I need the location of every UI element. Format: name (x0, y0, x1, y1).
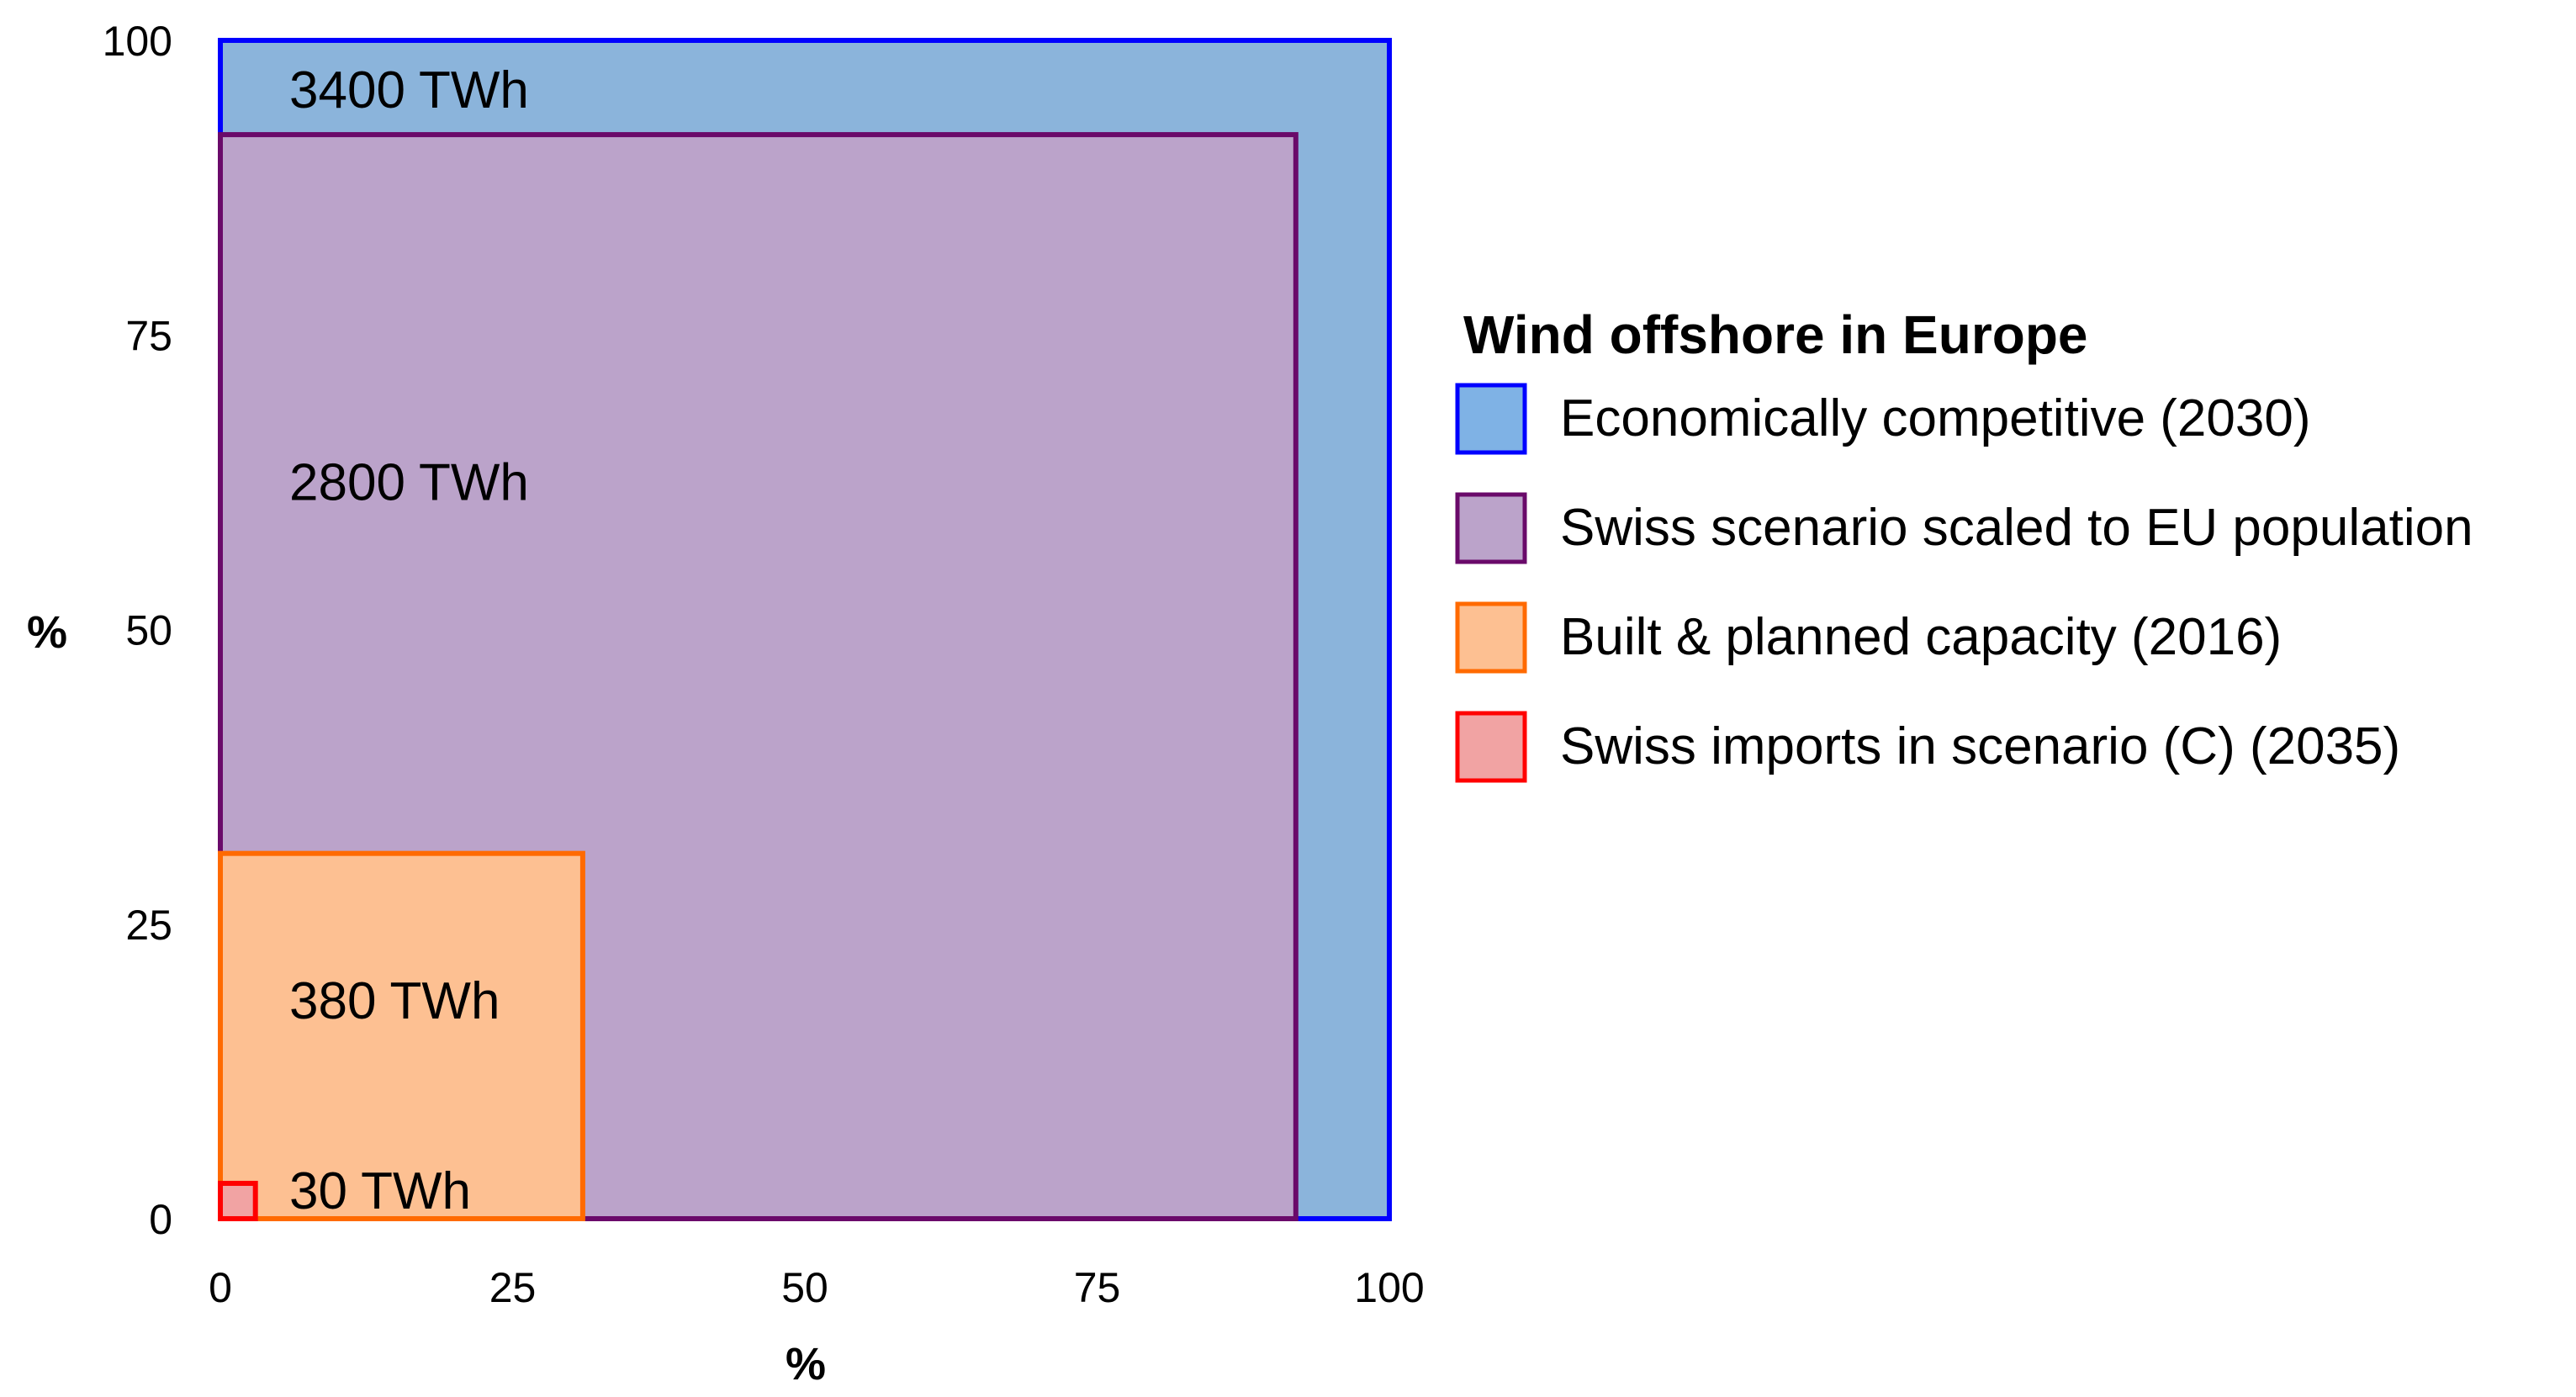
x-tick-label: 75 (1074, 1264, 1121, 1311)
y-axis-ticks: 0 25 50 75 100 (103, 18, 172, 1243)
legend-items: Economically competitive (2030) Swiss sce… (1455, 383, 2473, 783)
x-axis-ticks: 0 25 50 75 100 (209, 1264, 1425, 1311)
legend-swatch (1455, 711, 1527, 783)
y-tick-label: 75 (125, 312, 172, 359)
area-3 (218, 850, 585, 1221)
y-tick-label: 50 (125, 607, 172, 654)
legend-swatch (1455, 601, 1527, 674)
y-tick-label: 25 (125, 902, 172, 949)
x-tick-label: 100 (1354, 1264, 1424, 1311)
area-value-label: 30 TWh (289, 1162, 471, 1220)
x-tick-label: 25 (489, 1264, 537, 1311)
x-axis-label: % (785, 1339, 826, 1389)
legend-swatch (1455, 492, 1527, 564)
legend-item-label: Economically competitive (2030) (1560, 389, 2311, 447)
x-tick-label: 50 (781, 1264, 828, 1311)
area-value-label: 380 TWh (289, 972, 500, 1030)
area-4 (218, 1180, 258, 1221)
legend: Wind offshore in Europe Economically com… (1455, 304, 2473, 783)
legend-swatch (1455, 383, 1527, 455)
plot-areas (218, 38, 1392, 1222)
legend-item-label: Swiss imports in scenario (C) (2035) (1560, 717, 2400, 775)
legend-title: Wind offshore in Europe (1463, 304, 2088, 365)
x-tick-label: 0 (209, 1264, 232, 1311)
y-axis-label: % (27, 607, 67, 658)
y-tick-label: 0 (149, 1196, 172, 1243)
y-tick-label: 100 (103, 18, 172, 65)
area-labels: 3400 TWh 2800 TWh 380 TWh 30 TWh (289, 61, 529, 1220)
legend-item-label: Swiss scenario scaled to EU population (1560, 499, 2473, 557)
area-value-label: 2800 TWh (289, 453, 529, 511)
area-value-label: 3400 TWh (289, 61, 529, 119)
legend-item-label: Built & planned capacity (2016) (1560, 608, 2282, 666)
